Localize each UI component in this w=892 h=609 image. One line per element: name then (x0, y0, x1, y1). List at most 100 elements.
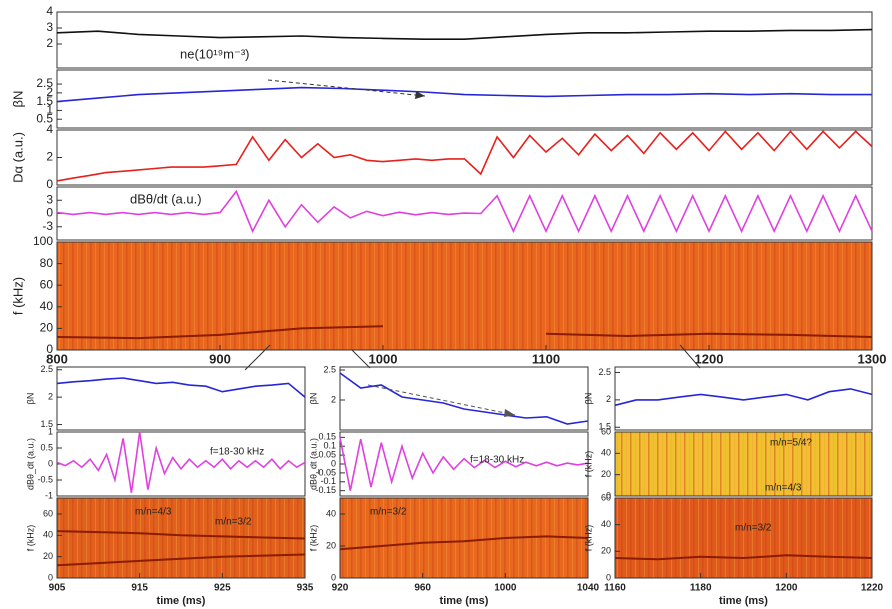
y-tick-label: -0.15 (315, 485, 336, 495)
annotation: m/n=5/4? (770, 438, 812, 449)
x-tick-label: 960 (414, 583, 431, 594)
y-tick-label: 0 (48, 458, 53, 468)
series-line (56, 530, 306, 540)
y-tick-label: 0.5 (36, 111, 53, 125)
y-tick-label: -0.1 (320, 476, 336, 486)
y-tick-label: 2 (48, 392, 53, 402)
y-label: βN (25, 393, 35, 405)
y-label: dBθ_dt (a.u.) (25, 438, 35, 490)
y-tick-label: 60 (40, 277, 54, 291)
y-tick-label: 2 (46, 150, 53, 164)
y-tick-label: 0 (46, 177, 53, 191)
x-label: time (ms) (719, 595, 768, 607)
x-tick-label: 925 (214, 583, 231, 594)
y-label: βN (583, 393, 593, 405)
y-tick-label: 0.1 (323, 441, 336, 451)
x-tick-label: 1160 (604, 583, 626, 594)
x-tick-label: 1100 (532, 351, 560, 366)
y-label: βN (308, 393, 318, 405)
x-tick-label: 905 (49, 583, 66, 594)
y-tick-label: 40 (43, 530, 53, 540)
y-tick-label: 100 (33, 234, 53, 248)
arrow-head (415, 91, 425, 99)
y-tick-label: 40 (601, 448, 611, 458)
y-label: f (kHz) (308, 525, 318, 552)
x-label: time (ms) (157, 595, 206, 607)
y-tick-label: 60 (601, 492, 611, 502)
x-tick-label: 1300 (858, 351, 887, 366)
y-tick-label: -0.5 (37, 474, 53, 484)
series-line (339, 535, 589, 551)
series-line (614, 388, 873, 407)
y-label: dBθ_dt (a.u.) (308, 438, 318, 490)
x-tick-label: 1200 (775, 583, 798, 594)
series-line (56, 377, 306, 398)
x-tick-label: 1200 (695, 351, 724, 366)
panel-frame (56, 69, 873, 129)
series-line (56, 130, 873, 182)
series-line (56, 325, 873, 340)
y-tick-label: 2.5 (36, 76, 53, 90)
y-tick-label: 2.5 (598, 367, 611, 377)
y-tick-label: 4 (46, 122, 53, 136)
arrow-head (504, 409, 515, 417)
y-tick-label: 40 (326, 508, 336, 518)
y-tick-label: 2 (606, 394, 611, 404)
y-tick-label: 3 (46, 192, 53, 206)
y-label: f (kHz) (10, 277, 25, 315)
y-tick-label: 2.5 (40, 364, 53, 374)
y-tick-label: 60 (43, 508, 53, 518)
x-tick-label: 1000 (494, 583, 517, 594)
y-tick-label: 0 (331, 572, 336, 582)
y-label: f (kHz) (25, 525, 35, 552)
x-tick-label: 1040 (577, 583, 600, 594)
y-tick-label: -1 (45, 490, 53, 500)
spectrogram-texture (615, 498, 872, 578)
y-tick-label: 0.05 (318, 449, 336, 459)
y-tick-label: 0.5 (40, 442, 53, 452)
panel-frame (56, 129, 873, 186)
x-tick-label: 920 (332, 583, 349, 594)
y-tick-label: 80 (40, 256, 54, 270)
series-line (614, 554, 873, 561)
x-tick-label: 1220 (861, 583, 884, 594)
y-tick-label: 2.5 (323, 364, 336, 374)
zoom-pointer (679, 344, 701, 369)
y-tick-label: 1 (48, 426, 53, 436)
annotation: m/n=3/2 (735, 523, 772, 534)
y-tick-label: 0 (48, 572, 53, 582)
series-line (56, 431, 306, 493)
x-tick-label: 1000 (369, 351, 398, 366)
annotation: f=18-30 kHz (210, 447, 264, 458)
y-tick-label: 0 (606, 572, 611, 582)
y-label: βN (10, 91, 25, 108)
series-line (339, 437, 589, 491)
y-tick-label: 60 (601, 426, 611, 436)
y-tick-label: 0 (331, 458, 336, 468)
y-tick-label: 20 (601, 546, 611, 556)
y-tick-label: 1 (46, 103, 53, 117)
trend-arrow (267, 79, 426, 97)
x-tick-label: 1180 (690, 583, 712, 594)
y-tick-label: 1.5 (36, 94, 53, 108)
x-tick-label: 900 (209, 351, 231, 366)
y-tick-label: 20 (43, 551, 53, 561)
y-tick-label: 0 (606, 490, 611, 500)
y-tick-label: 3 (46, 20, 53, 34)
x-tick-label: 915 (131, 583, 148, 594)
y-label: dBθ/dt (a.u.) (130, 191, 202, 206)
spectrogram-texture (57, 242, 872, 350)
x-label: time (ms) (440, 595, 489, 607)
panel-frame (614, 497, 873, 579)
zoom-pointer (244, 344, 271, 371)
spectrogram-texture (340, 498, 588, 578)
y-tick-label: 2 (331, 394, 336, 404)
panel-frame (614, 431, 873, 497)
series-line (339, 372, 589, 425)
y-tick-label: 20 (326, 540, 336, 550)
annotation: m/n=4/3 (765, 483, 802, 494)
spectrogram-texture (615, 432, 872, 496)
y-tick-label: 40 (601, 519, 611, 529)
y-tick-label: 40 (40, 299, 54, 313)
